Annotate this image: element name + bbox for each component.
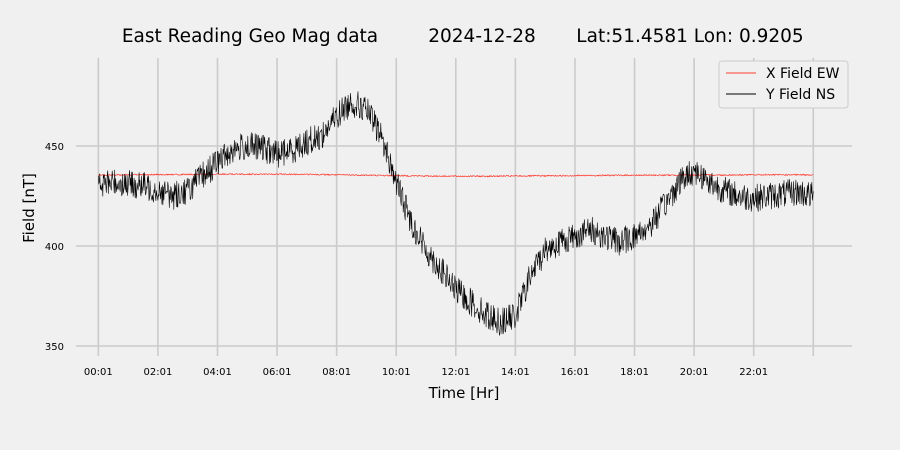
- legend: X Field EW Y Field NS: [718, 60, 849, 109]
- x-tick-label: 22:01: [739, 367, 768, 378]
- x-tick-label: 08:01: [322, 367, 351, 378]
- y-tick-label: 450: [45, 142, 64, 153]
- legend-label-x-field: X Field EW: [766, 66, 840, 82]
- x-tick-label: 20:01: [680, 367, 709, 378]
- x-tick-labels: 00:01 02:01 04:01 06:01 08:01 10:01 12:01 14:01…: [84, 367, 768, 378]
- chart-title: East Reading Geo Mag data 2024-12-28 Lat…: [122, 26, 804, 47]
- y-tick-label: 400: [45, 242, 64, 253]
- x-tick-label: 18:01: [620, 367, 649, 378]
- x-tick-label: 14:01: [501, 367, 530, 378]
- x-tick-label: 10:01: [382, 367, 411, 378]
- series-lines: [98, 91, 814, 336]
- chart-title-location: Lat:51.4581 Lon: 0.9205: [576, 26, 803, 47]
- x-tick-label: 06:01: [263, 367, 292, 378]
- x-tick-label: 12:01: [441, 367, 470, 378]
- y-tick-labels: 350 400 450: [45, 142, 64, 353]
- x-tick-label: 02:01: [144, 367, 173, 378]
- x-axis-label: Time [Hr]: [428, 384, 500, 402]
- x-tick-label: 00:01: [84, 367, 113, 378]
- series-line-x-field: [98, 173, 814, 178]
- x-tick-label: 16:01: [561, 367, 590, 378]
- y-axis-label: Field [nT]: [20, 173, 38, 243]
- series-line-y-field: [98, 91, 814, 336]
- chart-title-station: East Reading Geo Mag data: [122, 26, 378, 47]
- chart-title-date: 2024-12-28: [428, 26, 536, 47]
- x-tick-label: 04:01: [203, 367, 232, 378]
- legend-label-y-field: Y Field NS: [765, 87, 835, 103]
- y-tick-label: 350: [45, 342, 64, 353]
